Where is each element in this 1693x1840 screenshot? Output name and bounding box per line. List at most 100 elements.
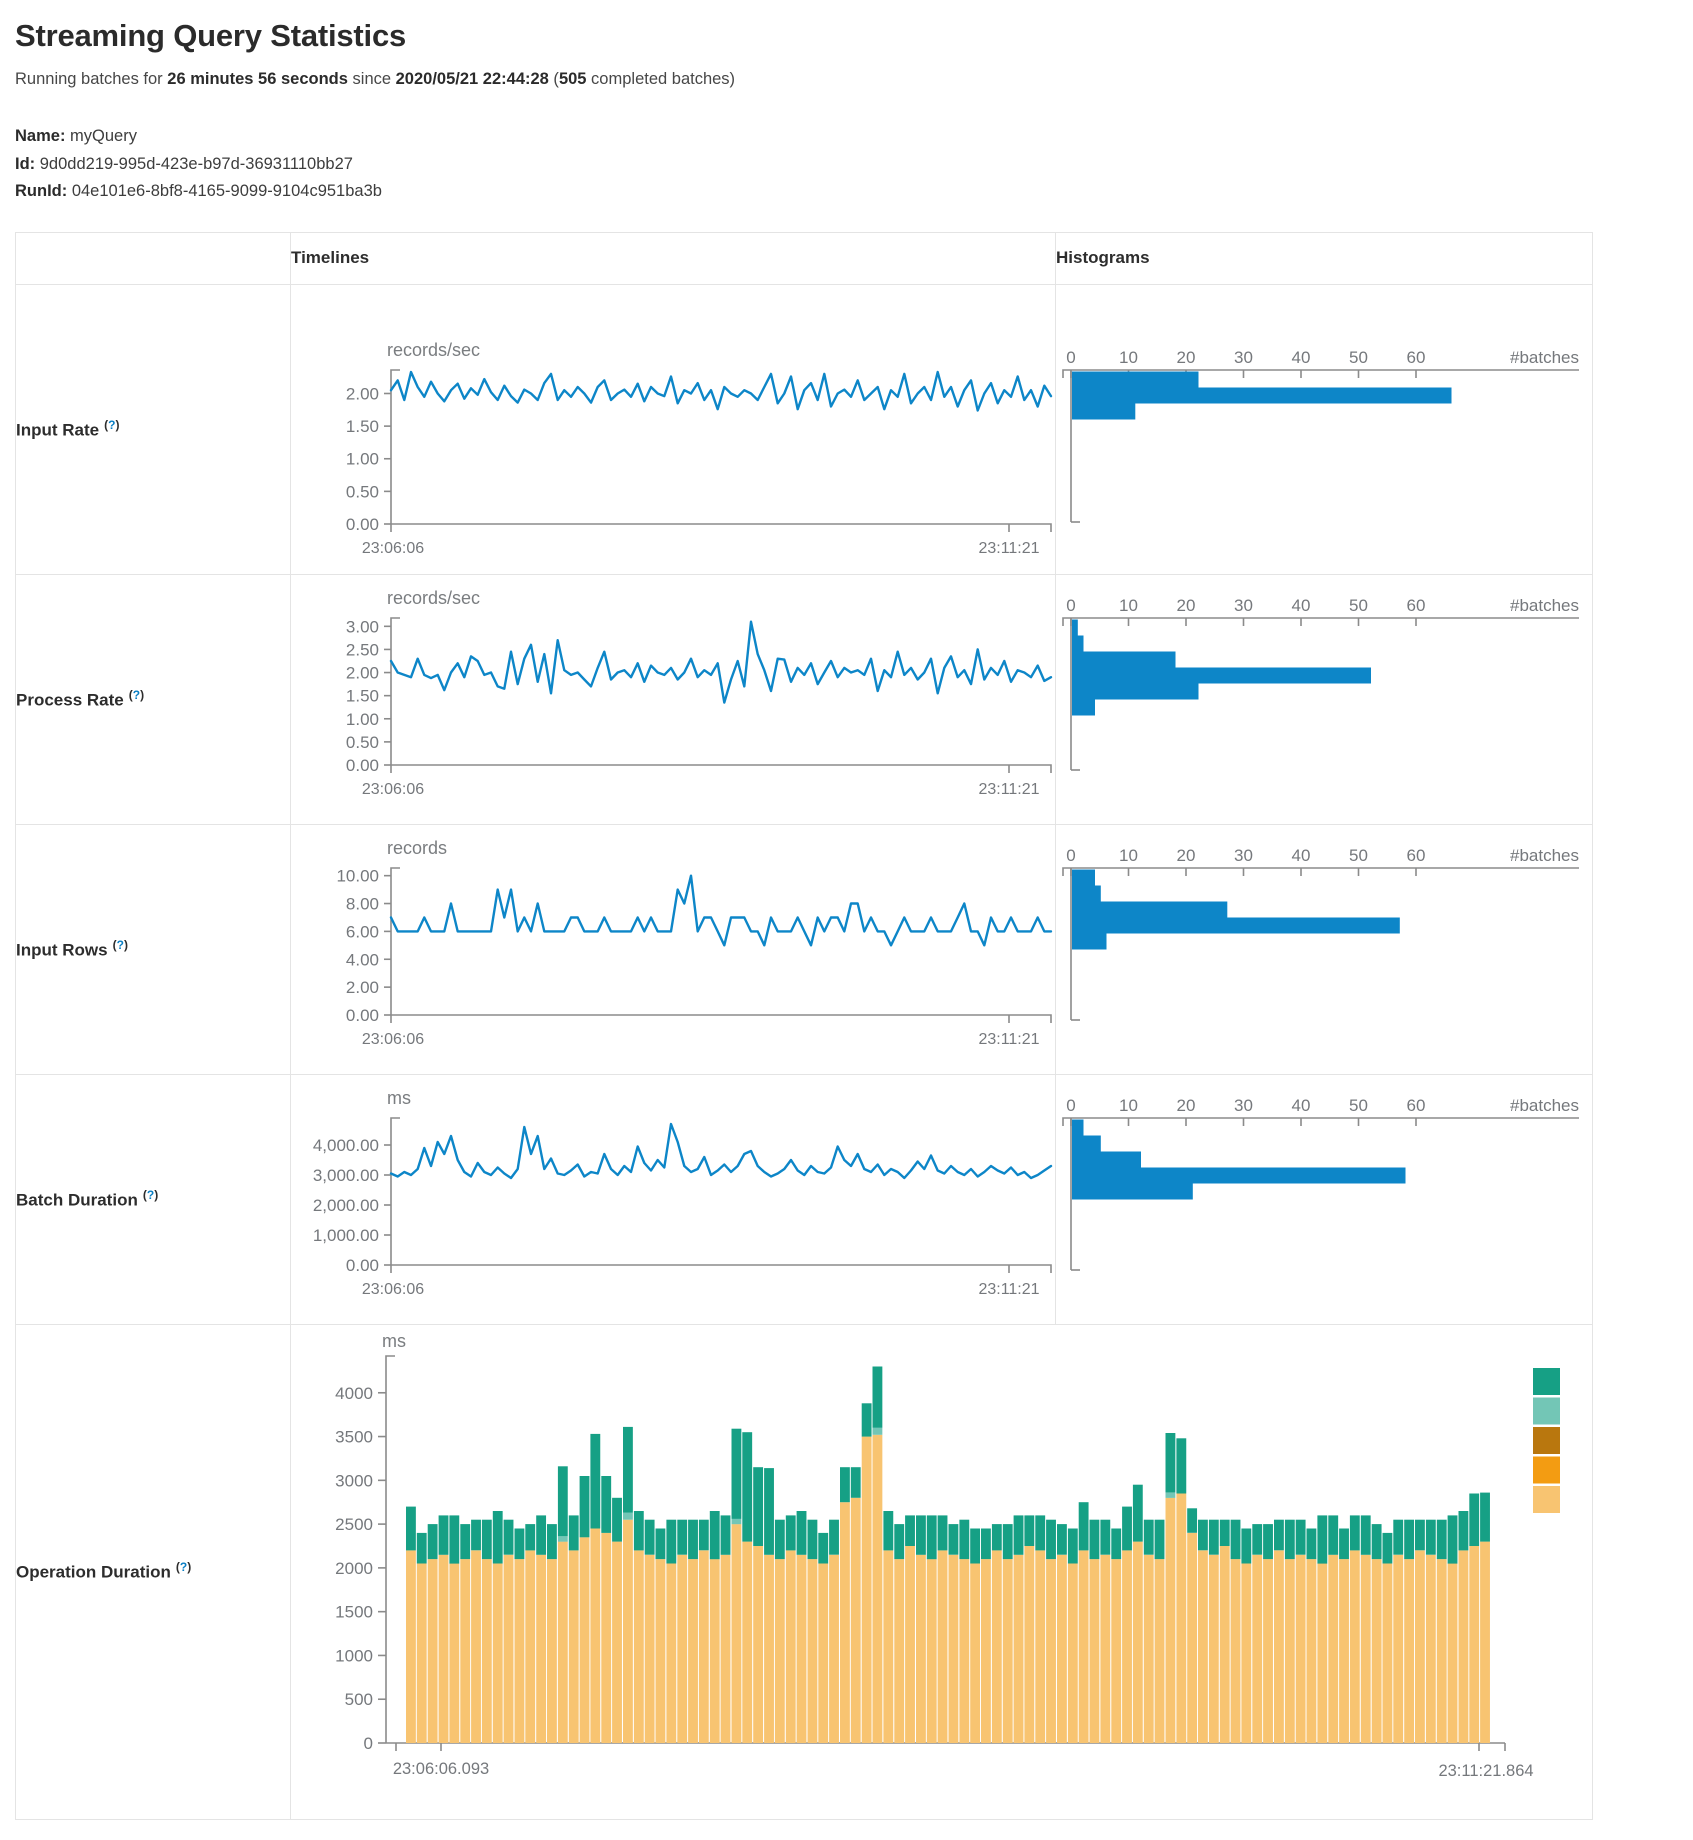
svg-text:40: 40	[1292, 596, 1311, 615]
svg-text:23:06:06.093: 23:06:06.093	[393, 1760, 489, 1778]
svg-text:0: 0	[1066, 348, 1075, 367]
legend-swatch	[1533, 1367, 1560, 1395]
svg-text:2.50: 2.50	[346, 640, 379, 659]
row-label-input-rate: Input Rate (?)	[15, 283, 291, 575]
svg-text:1500: 1500	[335, 1602, 373, 1621]
row-label-operation-duration: Operation Duration (?)	[15, 1323, 291, 1820]
input-rows-row: Input Rows (?) records 0.00 2.00 4.00 6.00 8.0…	[15, 823, 1593, 1075]
svg-text:3,000.00: 3,000.00	[313, 1166, 379, 1185]
svg-text:23:11:21: 23:11:21	[978, 1031, 1039, 1048]
svg-text:2.00: 2.00	[346, 663, 379, 682]
row-label-batch-duration: Batch Duration (?)	[15, 1073, 291, 1325]
legend-swatch	[1533, 1485, 1560, 1513]
svg-text:4000: 4000	[335, 1383, 373, 1402]
svg-text:10: 10	[1119, 1096, 1138, 1115]
svg-text:0: 0	[364, 1734, 373, 1753]
svg-text:records/sec: records/sec	[387, 588, 480, 608]
svg-text:10: 10	[1119, 348, 1138, 367]
input-rate-row: Input Rate (?) records/sec 0.00 0.50 1.00 1.5…	[15, 283, 1593, 575]
svg-text:50: 50	[1349, 596, 1368, 615]
header-histograms: Histograms	[1055, 231, 1593, 285]
svg-text:1.50: 1.50	[346, 686, 379, 705]
svg-text:2000: 2000	[335, 1558, 373, 1577]
svg-text:4.00: 4.00	[346, 950, 379, 969]
svg-text:23:06:06: 23:06:06	[362, 781, 424, 798]
svg-text:50: 50	[1349, 348, 1368, 367]
svg-text:0.00: 0.00	[346, 515, 379, 534]
svg-text:20: 20	[1177, 846, 1196, 865]
svg-text:20: 20	[1177, 596, 1196, 615]
svg-text:23:06:06: 23:06:06	[362, 1031, 424, 1048]
svg-text:8.00: 8.00	[346, 894, 379, 913]
svg-text:23:11:21.864: 23:11:21.864	[1438, 1762, 1533, 1780]
svg-text:40: 40	[1292, 1096, 1311, 1115]
svg-text:#batches: #batches	[1510, 846, 1579, 865]
svg-text:23:06:06: 23:06:06	[362, 1281, 424, 1298]
statistics-table: Timelines Histograms Input Rate (?) recor…	[15, 231, 1593, 1820]
svg-text:0.00: 0.00	[346, 1006, 379, 1025]
svg-text:1.00: 1.00	[346, 709, 379, 728]
svg-text:23:11:21: 23:11:21	[978, 540, 1039, 557]
svg-text:0.00: 0.00	[346, 1256, 379, 1275]
batch-duration-row: Batch Duration (?) ms 0.00 1,000.00 2,000.00…	[15, 1073, 1593, 1325]
svg-text:23:06:06: 23:06:06	[362, 540, 424, 557]
batch-duration-histogram-chart: 0 10 20 30 40 50 60 #batches	[1062, 1096, 1579, 1271]
process-rate-timeline-chart: records/sec 0.00 0.50 1.00 1.50 2.00 2.50 3.00 2…	[346, 588, 1053, 798]
svg-text:ms: ms	[382, 1331, 406, 1351]
svg-text:2.00: 2.00	[346, 384, 379, 403]
process-rate-row: Process Rate (?) records/sec 0.00 0.50 1.00 1…	[15, 573, 1593, 825]
svg-text:0.50: 0.50	[346, 482, 379, 501]
help-icon[interactable]: (?)	[175, 1560, 192, 1575]
svg-text:2.00: 2.00	[346, 978, 379, 997]
operation-duration-chart: ms 0 500 1000 1500 2000 2500 3000 3500 4000 23:06:…	[335, 1331, 1560, 1780]
svg-text:0: 0	[1066, 1096, 1075, 1115]
header-timelines: Timelines	[290, 231, 1056, 285]
svg-text:0.50: 0.50	[346, 732, 379, 751]
svg-text:3000: 3000	[335, 1471, 373, 1490]
svg-text:40: 40	[1292, 348, 1311, 367]
svg-text:30: 30	[1234, 1096, 1253, 1115]
svg-text:60: 60	[1407, 1096, 1426, 1115]
svg-text:6.00: 6.00	[346, 922, 379, 941]
svg-text:30: 30	[1234, 846, 1253, 865]
input-rows-timeline-chart: records 0.00 2.00 4.00 6.00 8.00 10.00 23:06:06…	[336, 838, 1053, 1048]
svg-text:30: 30	[1234, 596, 1253, 615]
svg-text:30: 30	[1234, 348, 1253, 367]
svg-text:1000: 1000	[335, 1646, 373, 1665]
svg-text:10: 10	[1119, 846, 1138, 865]
svg-text:0: 0	[1066, 846, 1075, 865]
help-icon[interactable]: (?)	[112, 937, 128, 952]
svg-text:60: 60	[1407, 348, 1426, 367]
batch-duration-timeline-chart: ms 0.00 1,000.00 2,000.00 3,000.00 4,000.00 23…	[313, 1088, 1053, 1298]
svg-text:10.00: 10.00	[336, 866, 379, 885]
help-icon[interactable]: (?)	[142, 1187, 159, 1202]
svg-text:23:11:21: 23:11:21	[978, 1281, 1039, 1298]
legend-swatch	[1533, 1397, 1560, 1424]
svg-text:1.00: 1.00	[346, 449, 379, 468]
row-label-input-rows: Input Rows (?)	[15, 823, 291, 1075]
svg-text:20: 20	[1177, 348, 1196, 367]
help-icon[interactable]: (?)	[128, 687, 145, 702]
query-id: Id: 9d0dd219-995d-423e-b97d-36931110bb27	[15, 154, 353, 173]
svg-text:1.50: 1.50	[346, 417, 379, 436]
page-title: Streaming Query Statistics	[15, 18, 407, 53]
running-batches-summary: Running batches for 26 minutes 56 second…	[15, 70, 736, 88]
legend-swatch	[1533, 1456, 1560, 1483]
svg-text:2,000.00: 2,000.00	[313, 1196, 379, 1215]
legend-swatch	[1533, 1426, 1560, 1454]
help-icon[interactable]: (?)	[104, 417, 120, 432]
svg-text:23:11:21: 23:11:21	[978, 781, 1039, 798]
svg-text:#batches: #batches	[1510, 1096, 1579, 1115]
svg-text:0: 0	[1066, 596, 1075, 615]
input-rate-histogram-chart: 0 10 20 30 40 50 60 #batches	[1062, 348, 1579, 523]
svg-text:40: 40	[1292, 846, 1311, 865]
header-empty	[15, 231, 291, 285]
process-rate-histogram-chart: 0 10 20 30 40 50 60 #batches	[1062, 596, 1579, 771]
table-header-row: Timelines Histograms	[15, 231, 1593, 285]
query-name: Name: myQuery	[15, 127, 137, 145]
svg-text:records: records	[387, 838, 447, 858]
svg-text:50: 50	[1349, 846, 1368, 865]
query-metadata: Name: myQuery Id: 9d0dd219-995d-423e-b97…	[15, 123, 1693, 206]
svg-text:3500: 3500	[335, 1427, 373, 1446]
